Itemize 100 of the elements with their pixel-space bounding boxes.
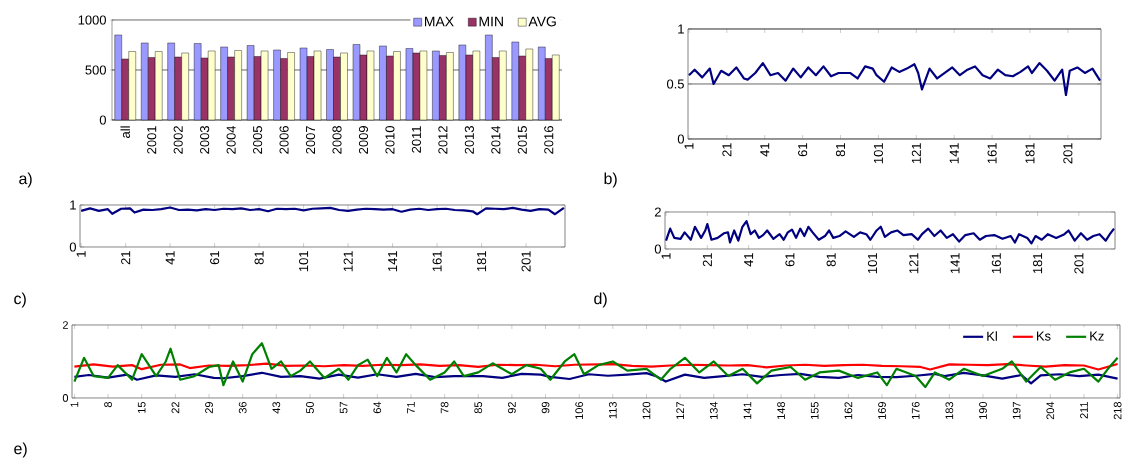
x-tick-label: 190	[979, 401, 987, 419]
x-tick-label: 21	[722, 143, 732, 157]
x-tick-label: 29	[205, 402, 213, 414]
y-tick-label: 0.5	[666, 79, 684, 89]
x-tick-label: 101	[867, 253, 878, 274]
x-tick-label: 81	[254, 251, 264, 265]
x-tick-label: 2010	[385, 126, 395, 154]
text: c)	[14, 292, 26, 308]
x-tick-label: 2009	[358, 126, 369, 154]
x-tick-label: 50	[306, 401, 314, 414]
x-tick-label: 155	[810, 401, 819, 419]
x-tick-label: 1	[661, 253, 671, 259]
x-tick-label: 64	[373, 401, 382, 414]
x-tick-label: 2011	[411, 126, 422, 153]
x-tick-label: 161	[987, 143, 997, 164]
x-tick-label: 21	[702, 253, 712, 267]
x-tick-label: 21	[121, 251, 131, 265]
y-tick-label: 0	[62, 394, 69, 402]
x-tick-label: 211	[1080, 402, 1088, 419]
x-tick-label: 134	[709, 401, 718, 419]
x-tick-label: 41	[744, 253, 754, 267]
x-tick-label: 1	[684, 143, 694, 149]
x-tick-label: 2014	[491, 125, 501, 154]
x-tick-label: 22	[171, 402, 180, 414]
x-tick-label: 2005	[253, 126, 263, 154]
x-tick-label: 2013	[464, 126, 474, 154]
x-tick-label: 121	[909, 253, 919, 274]
x-tick-label: 2016	[544, 126, 554, 154]
x-tick-label: 141	[388, 251, 398, 272]
x-tick-label: 113	[608, 401, 617, 419]
x-tick-label: 71	[407, 402, 415, 414]
y-tick-label: 500	[85, 65, 106, 75]
x-tick-label: 78	[440, 401, 449, 414]
x-tick-label: 81	[826, 253, 836, 267]
x-tick-label: 201	[1063, 143, 1073, 164]
x-tick-label: 141	[950, 253, 960, 274]
x-tick-label: 106	[575, 401, 584, 419]
x-tick-label: 201	[1074, 253, 1084, 274]
y-tick-label: 1	[678, 24, 684, 34]
y-tick-label: 0	[654, 244, 661, 254]
x-tick-label: all	[120, 126, 130, 138]
x-tick-label: 176	[911, 401, 920, 419]
x-tick-label: 61	[785, 253, 795, 267]
y-tick-label: 2	[62, 321, 68, 329]
x-tick-label: 8	[104, 401, 112, 408]
x-tick-label: 41	[760, 143, 770, 157]
x-tick-label: 2008	[332, 126, 342, 154]
x-tick-label: 161	[991, 253, 1001, 274]
x-tick-label: 141	[949, 143, 959, 164]
x-tick-label: 201	[521, 251, 531, 272]
x-tick-label: 1	[76, 251, 86, 257]
x-tick-label: 181	[1033, 253, 1043, 274]
x-tick-label: 101	[299, 251, 309, 272]
x-tick-label: 169	[878, 402, 886, 419]
x-tick-label: 148	[777, 401, 785, 419]
legend-label: Kz	[1090, 331, 1104, 341]
legend-label: Kl	[987, 331, 997, 341]
legend-label: Ks	[1037, 331, 1051, 341]
line-series	[73, 342, 1119, 389]
text: d)	[594, 292, 607, 308]
x-tick-label: 197	[1012, 402, 1021, 419]
x-tick-label: 2006	[279, 126, 289, 154]
x-tick-label: 120	[642, 401, 651, 419]
y-tick-label: 0	[69, 242, 76, 252]
y-tick-label: 0	[99, 115, 106, 125]
x-tick-label: 2001	[147, 126, 157, 154]
line-series	[664, 220, 1116, 245]
y-tick-label: 2	[654, 207, 661, 217]
x-tick-label: 121	[343, 251, 353, 272]
legend-label: MIN	[479, 16, 503, 27]
x-tick-label: 2015	[517, 126, 527, 154]
x-tick-label: 218	[1113, 401, 1122, 420]
x-tick-label: 92	[508, 402, 516, 414]
x-tick-label: 183	[945, 401, 954, 419]
x-tick-label: 181	[476, 251, 487, 272]
line-series	[80, 206, 565, 216]
x-tick-label: 99	[541, 402, 550, 414]
x-tick-label: 85	[474, 401, 483, 414]
x-tick-label: 2003	[200, 126, 210, 154]
x-tick-label: 81	[835, 143, 846, 157]
legend-label: AVG	[528, 16, 556, 27]
x-tick-label: 127	[676, 402, 684, 419]
x-tick-label: 141	[743, 402, 752, 419]
x-tick-label: 101	[873, 143, 883, 164]
text: e)	[14, 442, 27, 458]
x-tick-label: 41	[165, 251, 175, 265]
y-tick-label: 0	[677, 134, 684, 144]
x-tick-label: 161	[432, 251, 442, 272]
x-tick-label: 121	[911, 143, 921, 164]
x-tick-label: 181	[1025, 143, 1035, 164]
x-tick-label: 43	[272, 401, 281, 414]
x-tick-label: 2004	[226, 125, 236, 154]
x-tick-label: 61	[798, 143, 808, 157]
x-tick-label: 15	[137, 401, 146, 413]
text: b)	[604, 172, 617, 188]
x-tick-label: 204	[1046, 401, 1055, 420]
x-tick-label: 57	[339, 402, 348, 414]
x-tick-label: 61	[210, 251, 220, 265]
x-tick-label: 2002	[173, 126, 183, 154]
x-tick-label: 2012	[438, 126, 448, 154]
